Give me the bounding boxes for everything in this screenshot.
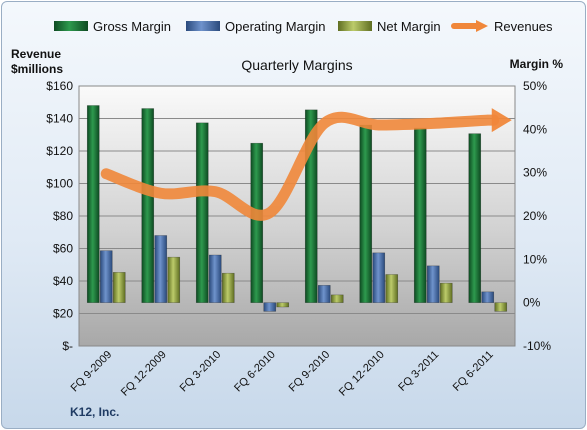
right-tick-label: -10% [523,339,551,353]
left-tick-label: $- [62,339,73,353]
revenue-point [486,118,490,122]
x-tick-label: FQ 12-2009 [119,349,169,399]
legend-swatch-net-margin [338,21,372,31]
x-tick-label: FQ 9-2009 [69,349,115,395]
right-tick-label: 30% [523,166,547,180]
x-tick-label: FQ 12-2010 [337,349,387,399]
left-axis-ticks: $- $20 $40 $60 $80 $100 $120 $140 $160 [46,79,73,353]
bar-series [86,105,508,312]
right-tick-label: 40% [523,122,547,136]
revenue-point [322,121,326,125]
net-margin-bar [276,302,290,308]
legend-arrow-revenues [476,20,488,32]
x-tick-label: FQ 3-2011 [396,349,441,394]
net-margin-bar [439,282,453,303]
operating-margin-bar [426,265,440,303]
company-name: K12, Inc. [70,405,119,419]
legend-swatch-gross-margin [54,21,88,31]
operating-margin-bar [481,291,495,303]
left-tick-label: $80 [53,209,73,223]
legend-label-gross-margin: Gross Margin [93,19,171,34]
left-tick-label: $160 [46,79,73,93]
gross-margin-bar [195,122,209,303]
legend-swatch-operating-margin [186,21,220,31]
left-axis-title-line2: $millions [11,62,63,76]
net-margin-bar [385,274,399,303]
revenue-arrowhead [491,108,512,133]
right-axis-ticks: -10% 0% 10% 20% 30% 40% 50% [523,79,551,353]
operating-margin-bar [208,254,222,303]
right-tick-label: 20% [523,209,547,223]
revenue-line [100,108,512,221]
operating-margin-bar [317,285,331,303]
net-margin-bar [330,294,344,303]
operating-margin-bar [99,250,113,303]
gross-margin-bar [468,133,482,303]
net-margin-bar [494,302,508,312]
revenue-point [159,191,163,195]
chart-title: Quarterly Margins [241,57,352,73]
operating-margin-bar [154,235,168,303]
revenue-point [104,172,108,176]
right-tick-label: 10% [523,252,547,266]
left-tick-label: $140 [46,112,73,126]
gross-margin-bar [141,108,155,303]
net-margin-bar [221,272,235,303]
gross-margin-bar [413,127,427,303]
operating-margin-bar [372,252,386,303]
right-axis-title: Margin % [510,57,564,71]
revenue-point [377,123,381,127]
x-tick-label: FQ 6-2010 [232,349,278,395]
revenue-point [213,190,217,194]
operating-margin-bar [263,302,277,312]
right-tick-label: 50% [523,79,547,93]
right-tick-label: 0% [523,296,541,310]
net-margin-bar [167,256,181,303]
legend: Gross Margin Operating Margin Net Margin… [54,19,553,34]
legend-label-net-margin: Net Margin [377,19,441,34]
legend-label-operating-margin: Operating Margin [225,19,325,34]
left-tick-label: $20 [53,307,73,321]
gross-margin-bar [250,142,264,303]
left-tick-label: $100 [46,177,73,191]
net-margin-bar [112,272,126,303]
x-tick-label: FQ 6-2011 [451,349,496,394]
x-axis-ticks: FQ 9-2009 FQ 12-2009 FQ 3-2010 FQ 6-2010 FQ … [69,349,496,399]
legend-label-revenues: Revenues [494,19,553,34]
left-tick-label: $40 [53,274,73,288]
left-tick-label: $120 [46,144,73,158]
x-tick-label: FQ 9-2010 [287,349,333,395]
x-tick-label: FQ 3-2010 [178,349,224,395]
revenue-series-line [100,111,500,221]
left-tick-label: $60 [53,242,73,256]
left-axis-title-line1: Revenue [11,47,61,61]
revenue-point [431,121,435,125]
gross-margin-bar [86,105,100,303]
gross-margin-bar [359,124,373,303]
revenue-point [268,211,272,215]
